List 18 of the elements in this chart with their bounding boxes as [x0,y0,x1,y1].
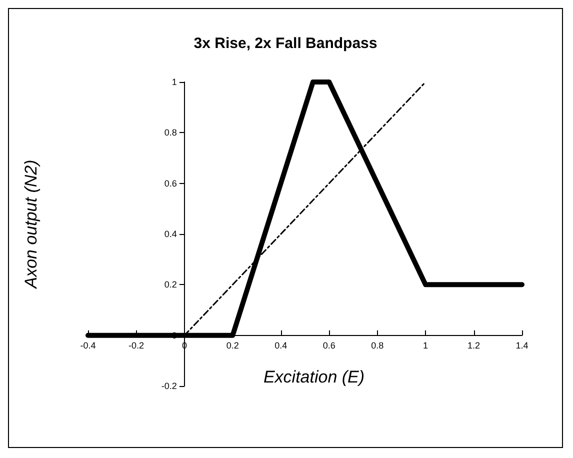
y-tick-label: 0.4 [164,229,177,239]
x-tick-label: 1.4 [516,340,528,350]
x-tick-label: 1.2 [468,340,480,350]
x-tick-label: 0.2 [226,340,239,350]
y-axis-title: Axon output (N2) [22,160,40,290]
x-tick-label: 1 [423,340,428,350]
x-tick-label: 0.8 [371,340,384,350]
x-tick-label: 0.6 [322,340,336,350]
x-tick-label: -0.4 [80,340,96,350]
y-tick-label: 0.8 [164,128,177,138]
chart-title: 3x Rise, 2x Fall Bandpass [194,35,378,52]
y-tick-label: -0.2 [161,381,177,391]
y-tick-label: 0.2 [164,280,177,290]
x-tick-label: -0.2 [128,340,144,350]
y-tick-label: 0.6 [164,178,177,188]
x-axis-title: Excitation (E) [263,368,365,386]
x-tick-label: 0.4 [274,340,288,350]
y-tick-label: 1 [172,77,177,87]
